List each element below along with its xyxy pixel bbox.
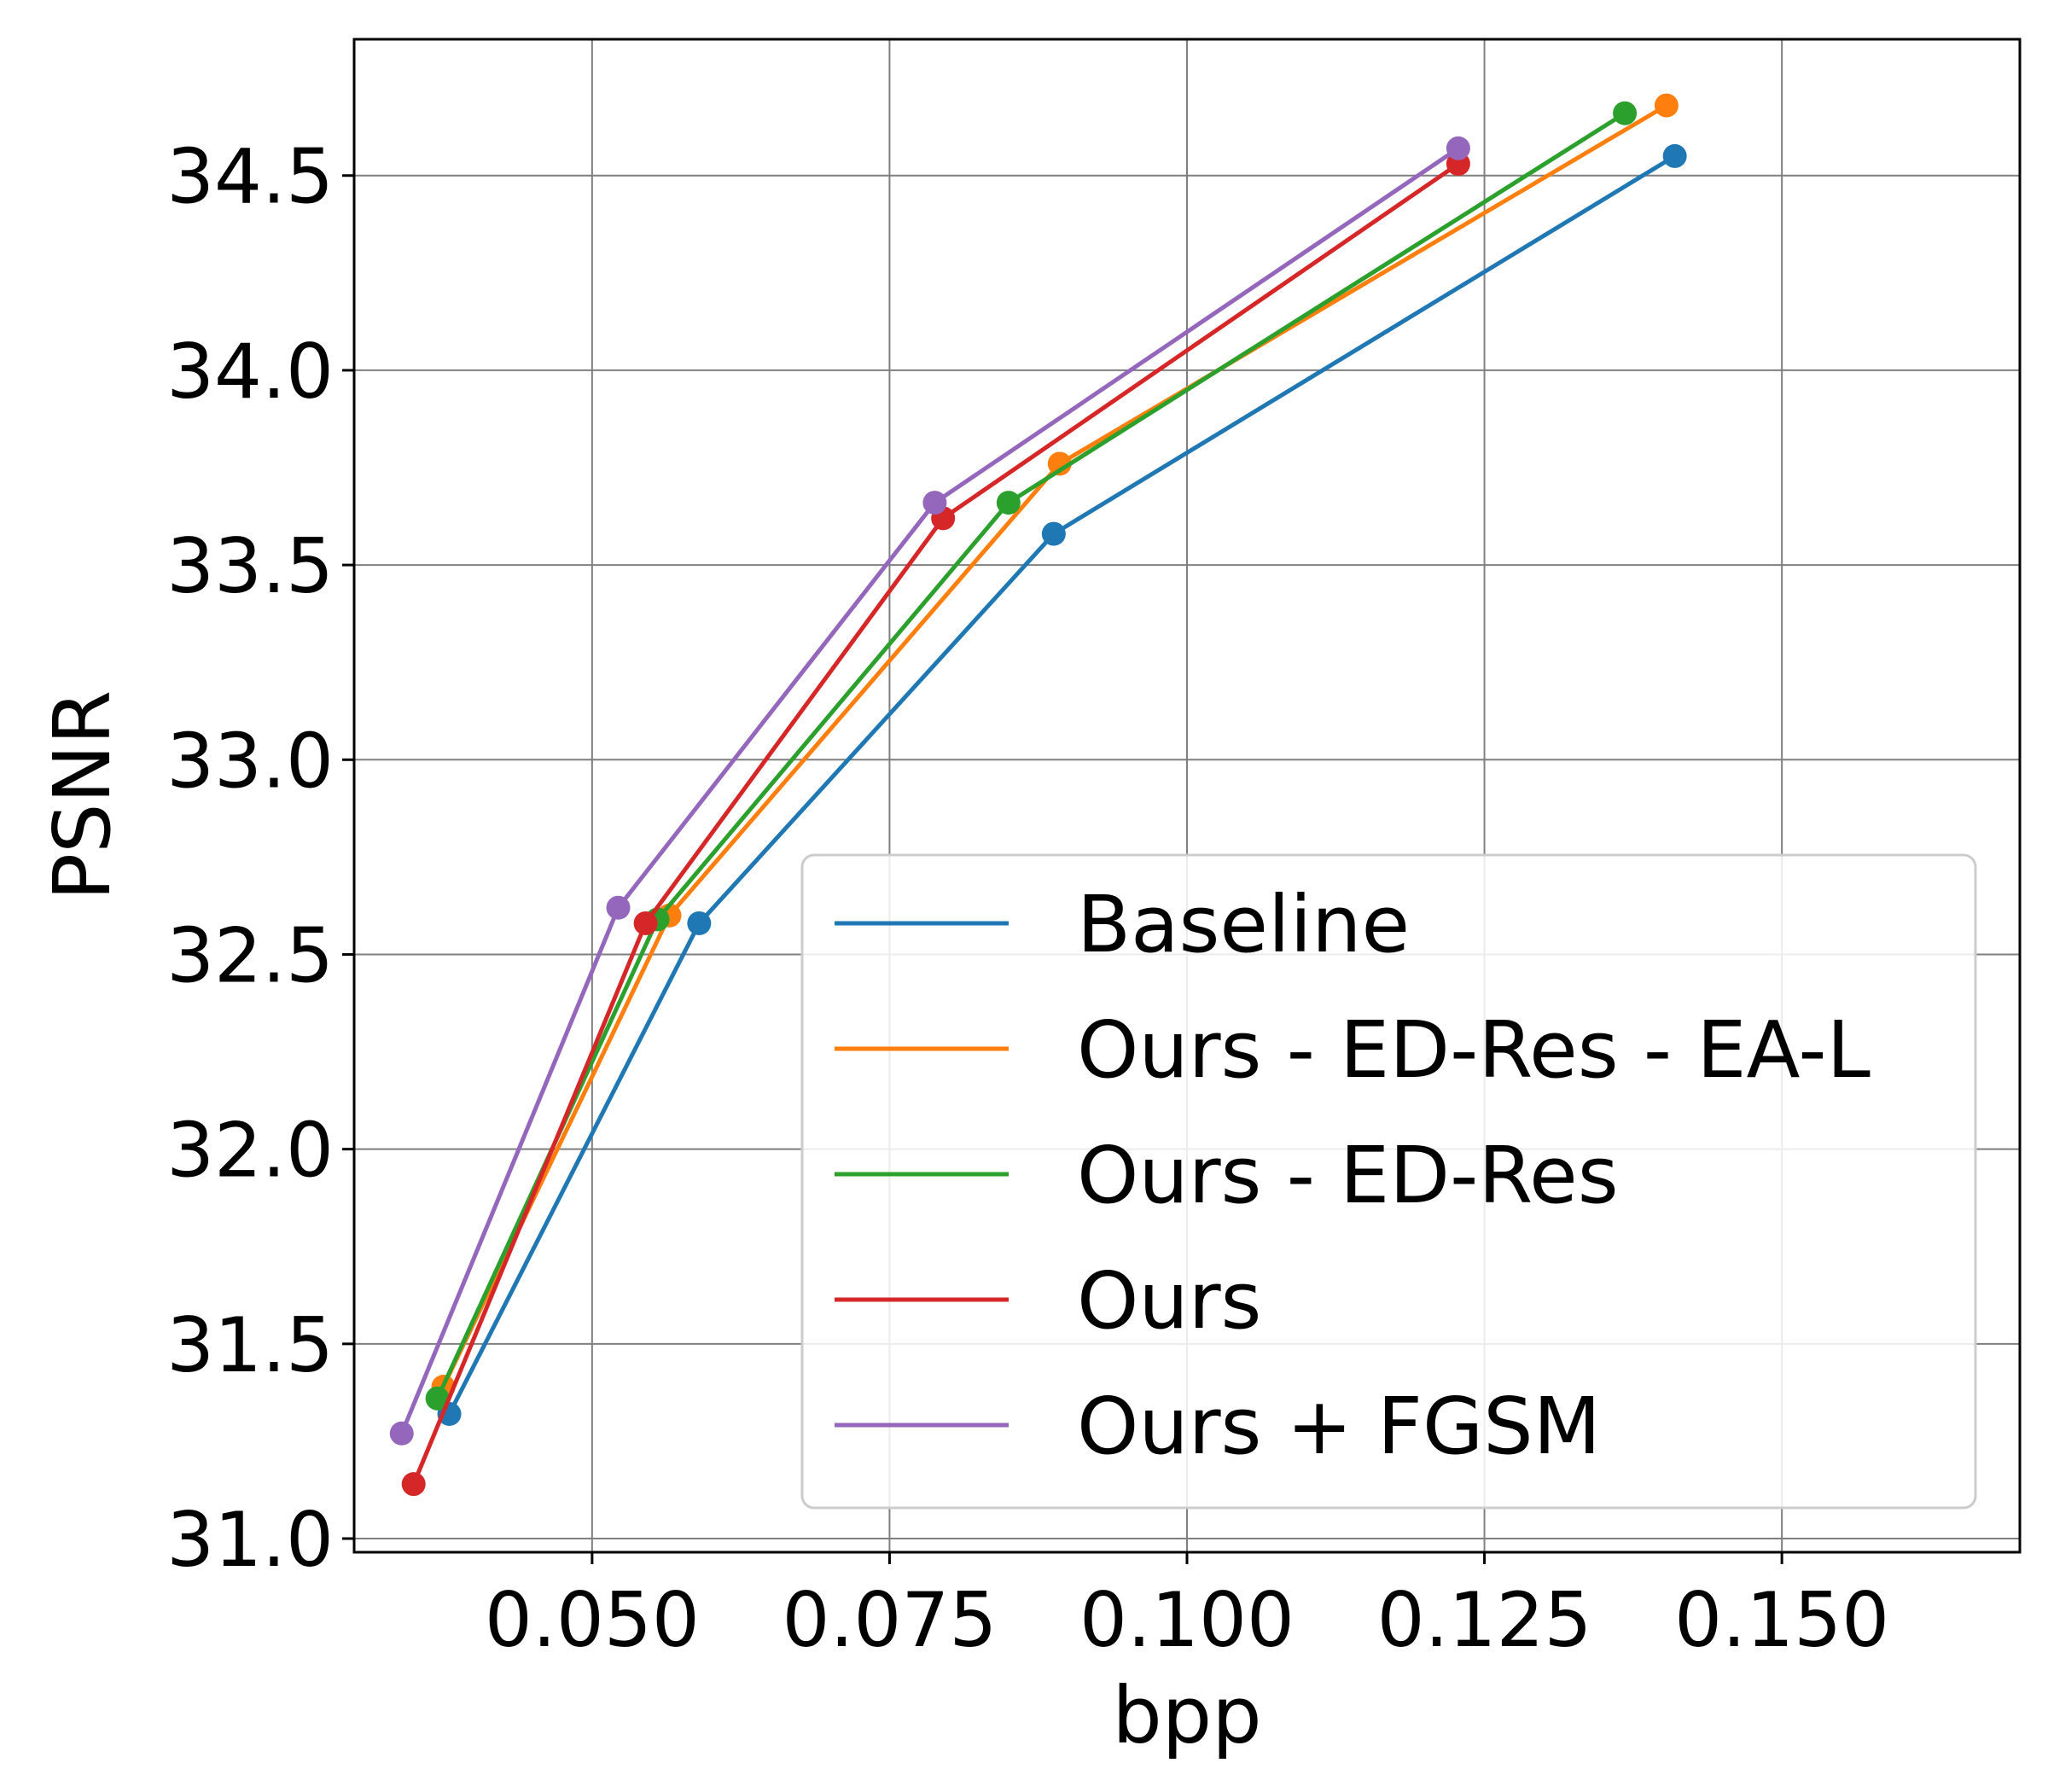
data-point <box>1047 451 1072 476</box>
data-point <box>922 491 947 515</box>
data-point <box>633 911 658 935</box>
y-axis-label: PSNR <box>37 690 128 901</box>
legend-label: Ours - ED-Res <box>1077 1130 1619 1221</box>
data-point <box>1613 101 1638 125</box>
x-tick-label: 0.050 <box>485 1576 700 1664</box>
y-tick-label: 32.0 <box>166 1107 334 1195</box>
data-point <box>401 1472 426 1497</box>
data-point <box>1662 143 1687 168</box>
y-tick-label: 31.0 <box>166 1496 334 1584</box>
x-tick-label: 0.150 <box>1674 1576 1889 1664</box>
grid <box>354 39 2020 1552</box>
legend-frame <box>800 853 1977 1510</box>
y-tick-label: 33.5 <box>166 522 334 610</box>
data-point <box>1654 93 1679 118</box>
legend-label: Ours <box>1077 1255 1261 1347</box>
legend-label: Ours + FGSM <box>1077 1381 1601 1472</box>
data-point <box>996 491 1021 515</box>
x-tick-label: 0.125 <box>1377 1576 1592 1664</box>
y-tick-label: 31.5 <box>166 1301 334 1389</box>
series-line-4 <box>399 146 1460 1434</box>
series-line-3 <box>411 161 1460 1486</box>
x-tick-label: 0.100 <box>1079 1576 1295 1664</box>
legend-entries: Baseline Ours - ED-Res - EA-L Ours - ED-Re… <box>835 879 1871 1472</box>
y-tick-label: 34.5 <box>166 133 334 221</box>
series-lines <box>389 93 1687 1497</box>
legend-label: Baseline <box>1077 879 1410 970</box>
series-line-1 <box>441 103 1668 1388</box>
y-tick-label: 33.0 <box>166 717 334 805</box>
y-tick-label: 32.5 <box>166 911 334 999</box>
data-point <box>425 1386 450 1411</box>
data-point <box>1041 521 1066 546</box>
series-line-0 <box>447 154 1676 1416</box>
data-point <box>606 895 631 920</box>
legend: Baseline Ours - ED-Res - EA-L Ours - ED-Re… <box>800 853 1977 1510</box>
y-tick-label: 34.0 <box>166 328 334 416</box>
axis-ticks: 0.050 0.075 0.100 0.125 0.150 31.0 31.5 32.0 32.… <box>166 133 1889 1664</box>
data-point <box>389 1421 414 1446</box>
x-tick-label: 0.075 <box>782 1576 997 1664</box>
x-axis-label: bpp <box>1112 1670 1261 1761</box>
legend-label: Ours - ED-Res - EA-L <box>1077 1004 1871 1096</box>
data-point <box>687 911 712 935</box>
data-point <box>1446 136 1470 160</box>
